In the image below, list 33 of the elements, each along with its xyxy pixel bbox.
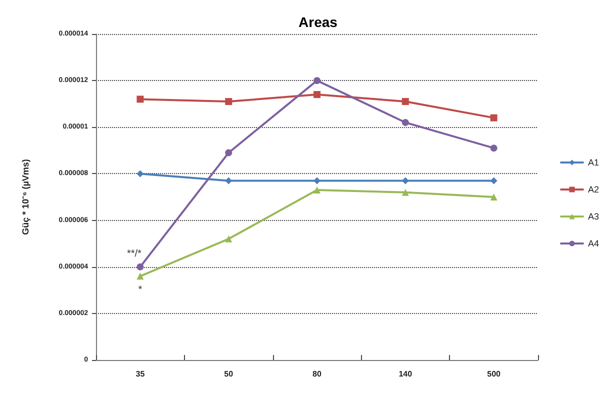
chart-title: Areas [298, 14, 338, 30]
annotation: * [138, 284, 142, 296]
point [314, 77, 320, 84]
x-tick-label: 35 [136, 370, 146, 378]
legend-label: A3 [588, 212, 600, 222]
point [490, 144, 498, 152]
point [136, 263, 144, 270]
point [225, 235, 232, 242]
x-tick-label: 50 [224, 370, 234, 378]
point [225, 149, 232, 156]
legend-label: A1 [588, 158, 600, 168]
point [314, 177, 320, 184]
annotation: **/* [126, 248, 142, 260]
point [314, 91, 320, 98]
point [314, 186, 320, 194]
point [402, 118, 409, 126]
y-axis-title: Güç * 10⁻⁶ (µVms) [20, 159, 30, 235]
point [225, 177, 232, 184]
point [136, 96, 144, 103]
legend-label: A4 [588, 238, 600, 248]
point [490, 114, 498, 122]
point [402, 98, 409, 106]
point [136, 272, 144, 280]
legend-label: A2 [588, 184, 600, 194]
point [490, 194, 498, 200]
point [402, 188, 409, 196]
point [225, 98, 232, 106]
x-tick-label: 500 [487, 370, 502, 378]
x-tick-label: 140 [398, 370, 413, 378]
point [136, 170, 144, 178]
point [490, 177, 498, 184]
point [402, 177, 409, 184]
x-tick-label: 80 [312, 370, 322, 378]
